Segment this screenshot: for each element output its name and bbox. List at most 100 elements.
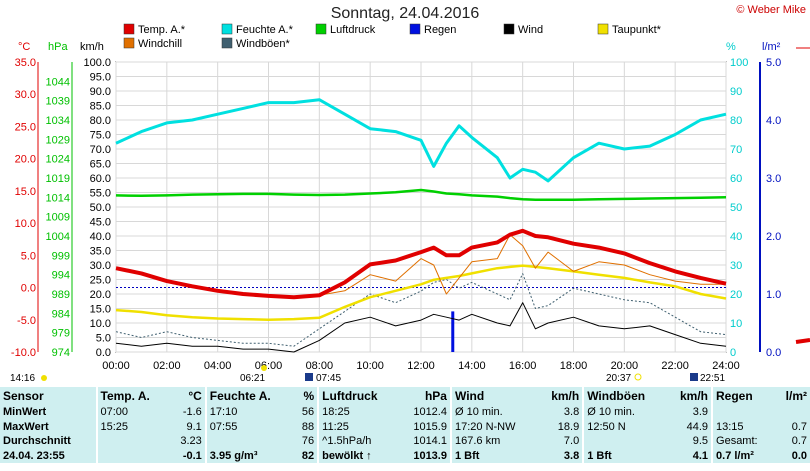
cell-info bbox=[711, 405, 775, 420]
cell-info bbox=[95, 448, 170, 463]
x-tick-label: 08:00 bbox=[306, 360, 334, 372]
moon-rise-label: 22:51 bbox=[700, 373, 725, 384]
rain-tick-label: 0.0 bbox=[766, 347, 781, 359]
legend-label-temp: Temp. A.* bbox=[138, 24, 186, 36]
sunrise-icon bbox=[261, 365, 267, 371]
pressure-tick-label: 989 bbox=[52, 289, 70, 301]
wind-tick-label: 10.0 bbox=[90, 318, 111, 330]
cell-info bbox=[582, 434, 667, 449]
pressure-tick-label: 1044 bbox=[46, 76, 70, 88]
cell-value: 82 bbox=[301, 449, 315, 462]
cell-info: 12:50 N bbox=[582, 419, 667, 434]
pressure-tick-label: 1034 bbox=[46, 115, 70, 127]
wind-tick-label: 35.0 bbox=[90, 246, 111, 258]
sunset-icon bbox=[634, 373, 642, 381]
cell-value: -1.6 bbox=[182, 406, 202, 419]
legend-label-wind: Wind bbox=[518, 24, 543, 36]
pressure-tick-label: 1009 bbox=[46, 212, 70, 224]
sunrise-label: 06:21 bbox=[240, 373, 265, 384]
x-tick-label: 02:00 bbox=[153, 360, 181, 372]
cell-info: 3.95 g/m³ bbox=[204, 448, 294, 463]
humidity-tick-label: 60 bbox=[730, 173, 742, 185]
wind-tick-label: 95.0 bbox=[90, 72, 111, 84]
temp-tick-label: 35.0 bbox=[15, 57, 36, 69]
temp-tick-label: 10.0 bbox=[15, 218, 36, 230]
humidity-axis-unit: % bbox=[726, 41, 736, 53]
legend-swatch-pressure bbox=[315, 23, 327, 35]
x-tick-label: 14:00 bbox=[458, 360, 486, 372]
cell-info: 13:15 bbox=[711, 419, 775, 434]
column-unit: km/h bbox=[680, 389, 709, 403]
cell-info: 07:55 bbox=[204, 419, 294, 434]
rain-bar bbox=[451, 311, 455, 352]
wind-tick-label: 15.0 bbox=[90, 304, 111, 316]
table-row: MaxWert 15:25 9.1 07:55 88 11:25 1015.9 17:20 N… bbox=[0, 419, 810, 434]
column-header: Regen bbox=[711, 387, 775, 405]
cell-value: 1013.9 bbox=[413, 449, 447, 462]
statistics-table: Sensor Temp. A. °C Feuchte A.% Luftdruck hPa W… bbox=[0, 387, 810, 463]
humidity-tick-label: 10 bbox=[730, 318, 742, 330]
wind-tick-label: 80.0 bbox=[90, 115, 111, 127]
cell-value bbox=[775, 405, 810, 420]
pressure-tick-label: 1014 bbox=[46, 192, 70, 204]
rain-tick-label: 1.0 bbox=[766, 289, 781, 301]
edge-temp-fragment bbox=[795, 338, 810, 344]
pressure-tick-label: 984 bbox=[52, 308, 70, 320]
legend-swatch-windchill bbox=[123, 37, 135, 49]
cell-info: 17:20 N-NW bbox=[449, 419, 539, 434]
moon-set-icon bbox=[305, 373, 313, 381]
rain-tick-label: 3.0 bbox=[766, 173, 781, 185]
cell-value: 88 bbox=[301, 420, 315, 433]
cell-info: 15:25 bbox=[95, 419, 170, 434]
cell-value: 18.9 bbox=[557, 420, 580, 433]
cell-value: 3.9 bbox=[692, 406, 709, 419]
series-line-taupunkt bbox=[115, 264, 727, 322]
cell-info: 18:25 bbox=[317, 405, 399, 420]
rain-tick-label: 4.0 bbox=[766, 115, 781, 127]
series-line-wind bbox=[115, 302, 727, 353]
x-tick-label: 06:00 bbox=[255, 360, 283, 372]
cell-info: 11:25 bbox=[317, 419, 399, 434]
x-tick-label: 10:00 bbox=[356, 360, 384, 372]
cell-value: 0.7 bbox=[791, 435, 807, 448]
humidity-tick-label: 50 bbox=[730, 202, 742, 214]
cell-value: 9.5 bbox=[692, 435, 709, 448]
sun-icon bbox=[41, 375, 47, 381]
wind-tick-label: 60.0 bbox=[90, 173, 111, 185]
legend-swatch-dewpoint bbox=[597, 23, 609, 35]
rain-tick-label: 2.0 bbox=[766, 231, 781, 243]
column-unit: °C bbox=[188, 389, 202, 403]
legend-label-windchill: Windchill bbox=[138, 38, 182, 50]
x-tick-label: 22:00 bbox=[661, 360, 689, 372]
pressure-tick-label: 999 bbox=[52, 250, 70, 262]
pressure-tick-label: 1039 bbox=[46, 96, 70, 108]
pressure-axis-unit: hPa bbox=[48, 41, 68, 53]
sunset-label: 20:37 bbox=[606, 373, 631, 384]
row-label: MaxWert bbox=[3, 420, 49, 433]
humidity-tick-label: 20 bbox=[730, 289, 742, 301]
cell-info: 1 Bft bbox=[449, 448, 539, 463]
cell-info: ^1.5hPa/h bbox=[317, 434, 399, 449]
cell-value: 1012.4 bbox=[413, 406, 447, 419]
cell-value: 56 bbox=[301, 406, 315, 419]
wind-tick-label: 5.0 bbox=[96, 333, 111, 345]
cell-info: 17:10 bbox=[204, 405, 294, 420]
x-tick-label: 24:00 bbox=[712, 360, 740, 372]
legend-swatch-gusts bbox=[221, 37, 233, 49]
moon-set-label: 07:45 bbox=[316, 373, 341, 384]
moon-rise-icon bbox=[690, 373, 698, 381]
humidity-tick-label: 30 bbox=[730, 260, 742, 272]
series-line-feuchtea bbox=[115, 98, 727, 183]
pressure-tick-label: 1029 bbox=[46, 134, 70, 146]
temp-tick-label: 25.0 bbox=[15, 121, 36, 133]
row-label: Durchschnitt bbox=[3, 435, 71, 448]
pressure-tick-label: 1024 bbox=[46, 154, 70, 166]
cell-info: 07:00 bbox=[95, 405, 170, 420]
pressure-tick-label: 974 bbox=[52, 347, 70, 359]
temp-tick-label: -5.0 bbox=[17, 315, 36, 327]
pressure-tick-label: 994 bbox=[52, 270, 70, 282]
temp-tick-label: 30.0 bbox=[15, 89, 36, 101]
table-header-row: Sensor Temp. A. °C Feuchte A.% Luftdruck hPa W… bbox=[0, 387, 810, 405]
cell-value: 76 bbox=[301, 435, 315, 448]
humidity-tick-label: 0 bbox=[730, 347, 736, 359]
